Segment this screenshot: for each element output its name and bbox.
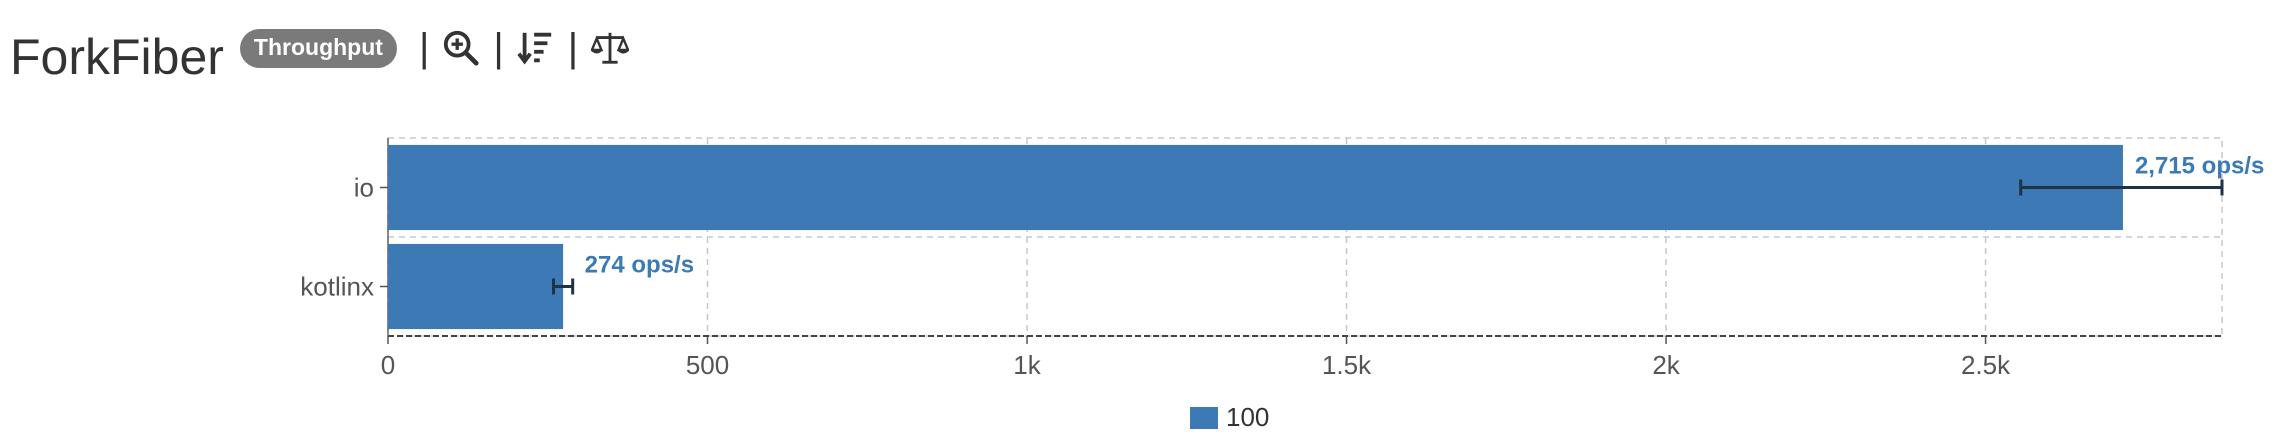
x-tick-label: 1k	[1013, 350, 1041, 380]
page-title: ForkFiber	[10, 29, 224, 85]
toolbar-separator: |	[418, 25, 430, 70]
x-tick-label: 2k	[1652, 350, 1680, 380]
data-label: 274 ops/s	[585, 252, 694, 279]
category-label: kotlinx	[300, 272, 374, 302]
x-tick-label: 2.5k	[1961, 350, 2011, 380]
bar-io	[388, 144, 2123, 231]
legend-label: 100	[1226, 402, 1270, 432]
bar-kotlinx	[388, 243, 564, 330]
x-tick-label: 500	[686, 350, 729, 380]
legend-swatch	[1190, 406, 1218, 429]
balance-scale-icon[interactable]	[590, 28, 630, 68]
sort-descending-icon[interactable]	[516, 28, 556, 68]
x-tick-label: 0	[381, 350, 395, 380]
zoom-in-icon[interactable]	[441, 28, 481, 68]
chart-header: ForkFiber Throughput | | |	[10, 18, 634, 88]
x-tick-label: 1.5k	[1322, 350, 1372, 380]
toolbar-separator: |	[567, 25, 579, 70]
toolbar-separator: |	[493, 25, 504, 70]
category-label: io	[354, 173, 374, 203]
data-label: 2,715 ops/s	[2135, 153, 2264, 180]
chart-legend[interactable]: 100	[1190, 402, 1269, 433]
metric-badge[interactable]: Throughput	[239, 28, 397, 68]
